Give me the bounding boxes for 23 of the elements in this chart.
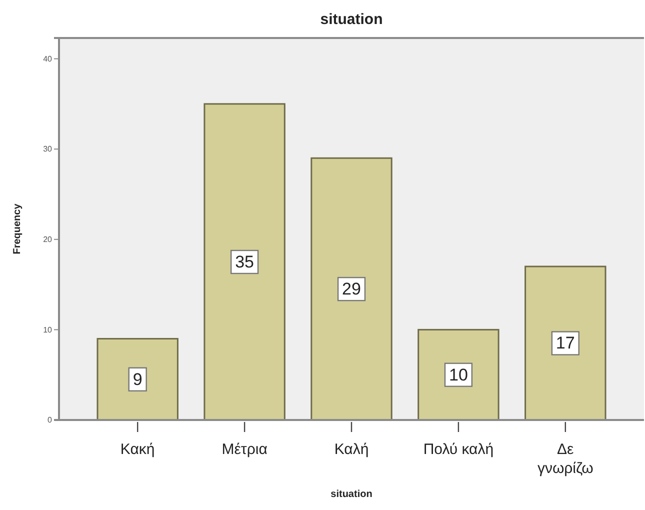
x-tick-label: Πολύ καλή <box>423 441 494 458</box>
y-tick-label: 10 <box>43 325 53 334</box>
data-label: 10 <box>448 365 468 384</box>
bar <box>96 338 178 421</box>
y-tick-label: 20 <box>43 234 53 244</box>
bar <box>418 328 500 421</box>
chart-title: situation <box>320 11 383 28</box>
y-axis-title: Frequency <box>12 203 23 254</box>
bar <box>204 103 286 421</box>
data-label: 9 <box>132 370 142 389</box>
bar <box>310 157 392 421</box>
y-tick-label: 40 <box>43 54 53 64</box>
x-tick-label: Καλή <box>334 441 369 458</box>
data-label: 35 <box>235 252 254 272</box>
y-tick-label: 0 <box>48 416 53 425</box>
data-label: 29 <box>342 280 361 299</box>
x-tick-label: Μέτρια <box>222 441 268 458</box>
x-tick-label: Κακή <box>120 441 155 458</box>
y-tick-label: 30 <box>43 144 53 154</box>
x-tick-label: Δε γνωρίζω <box>537 441 594 477</box>
x-axis-title: situation <box>330 489 372 500</box>
bar <box>524 266 606 421</box>
data-label: 17 <box>556 334 575 353</box>
